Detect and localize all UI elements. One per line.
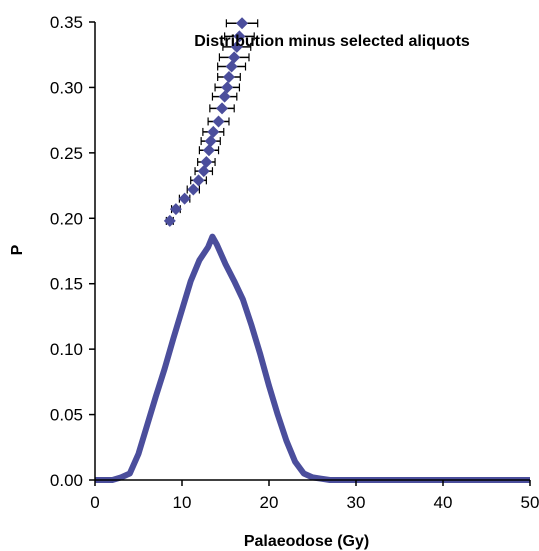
data-point [225,60,238,73]
data-point [204,135,217,148]
data-point [202,144,215,157]
data-point [200,156,213,169]
distribution-curve [95,233,530,483]
x-tick-label: 50 [521,493,539,512]
data-point [169,203,182,216]
x-tick-label: 10 [173,493,192,512]
x-axis-title: Palaeodose (Gy) [244,533,369,550]
x-tick-label: 40 [434,493,453,512]
data-point [187,183,200,196]
data-point [222,70,235,83]
data-point [192,174,205,187]
data-point [216,102,229,115]
data-point [228,51,241,64]
y-axis-title: P [9,244,26,255]
chart-title: Distribution minus selected aliquots [194,33,470,50]
data-point [221,81,234,94]
series-layer [95,17,530,483]
data-point [218,90,231,103]
axes-layer [94,22,530,481]
ticks-layer: 0.00 0.05 0.10 0.15 0.20 0.25 0.30 0.35 0 10 20 30 4… [50,13,539,512]
y-tick-label: 0.25 [50,144,83,163]
y-tick-label: 0.05 [50,406,83,425]
x-tick-label: 0 [90,493,99,512]
y-tick-label: 0.00 [50,471,83,490]
data-point [212,115,225,128]
data-point [197,165,210,178]
data-point [233,30,246,43]
data-point [163,214,176,227]
y-tick-label: 0.20 [50,209,83,228]
y-tick-label: 0.15 [50,275,83,294]
data-point [230,40,243,53]
y-tick-label: 0.35 [50,13,83,32]
y-tick-label: 0.30 [50,78,83,97]
y-tick-label: 0.10 [50,340,83,359]
x-tick-label: 30 [347,493,366,512]
data-point [207,125,220,138]
data-point [236,17,249,30]
data-point [178,192,191,205]
x-tick-label: 20 [260,493,279,512]
